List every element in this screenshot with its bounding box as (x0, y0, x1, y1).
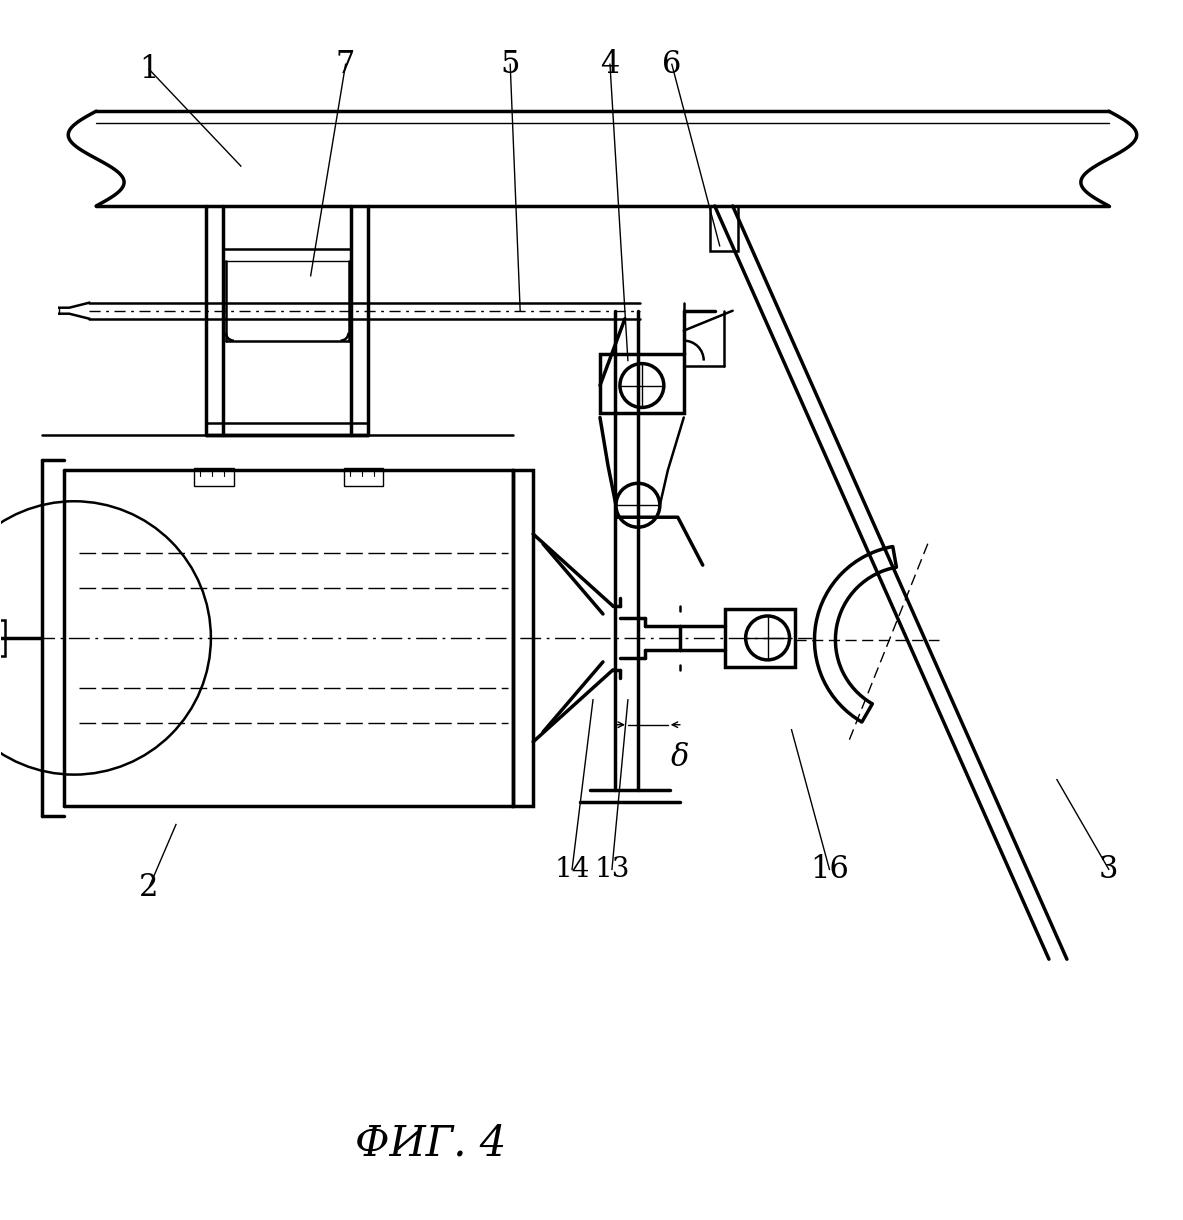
Bar (513, 471, 534, 805)
Bar (600, 354, 684, 414)
Text: 4: 4 (600, 49, 620, 79)
Bar (343, 468, 383, 487)
Text: ФИГ. 4: ФИГ. 4 (355, 1122, 506, 1165)
Text: 7: 7 (336, 49, 355, 79)
Bar (725, 609, 795, 667)
Bar (0, 620, 6, 656)
Text: 2: 2 (140, 872, 159, 903)
Text: 13: 13 (594, 856, 629, 883)
Text: 5: 5 (500, 49, 521, 79)
Text: 1: 1 (140, 54, 159, 84)
Text: 16: 16 (810, 854, 849, 884)
Text: 14: 14 (555, 856, 590, 883)
Text: δ: δ (671, 742, 689, 773)
Bar (194, 468, 234, 487)
Text: 3: 3 (1099, 854, 1119, 884)
Bar (710, 206, 738, 251)
Text: 6: 6 (662, 49, 681, 79)
